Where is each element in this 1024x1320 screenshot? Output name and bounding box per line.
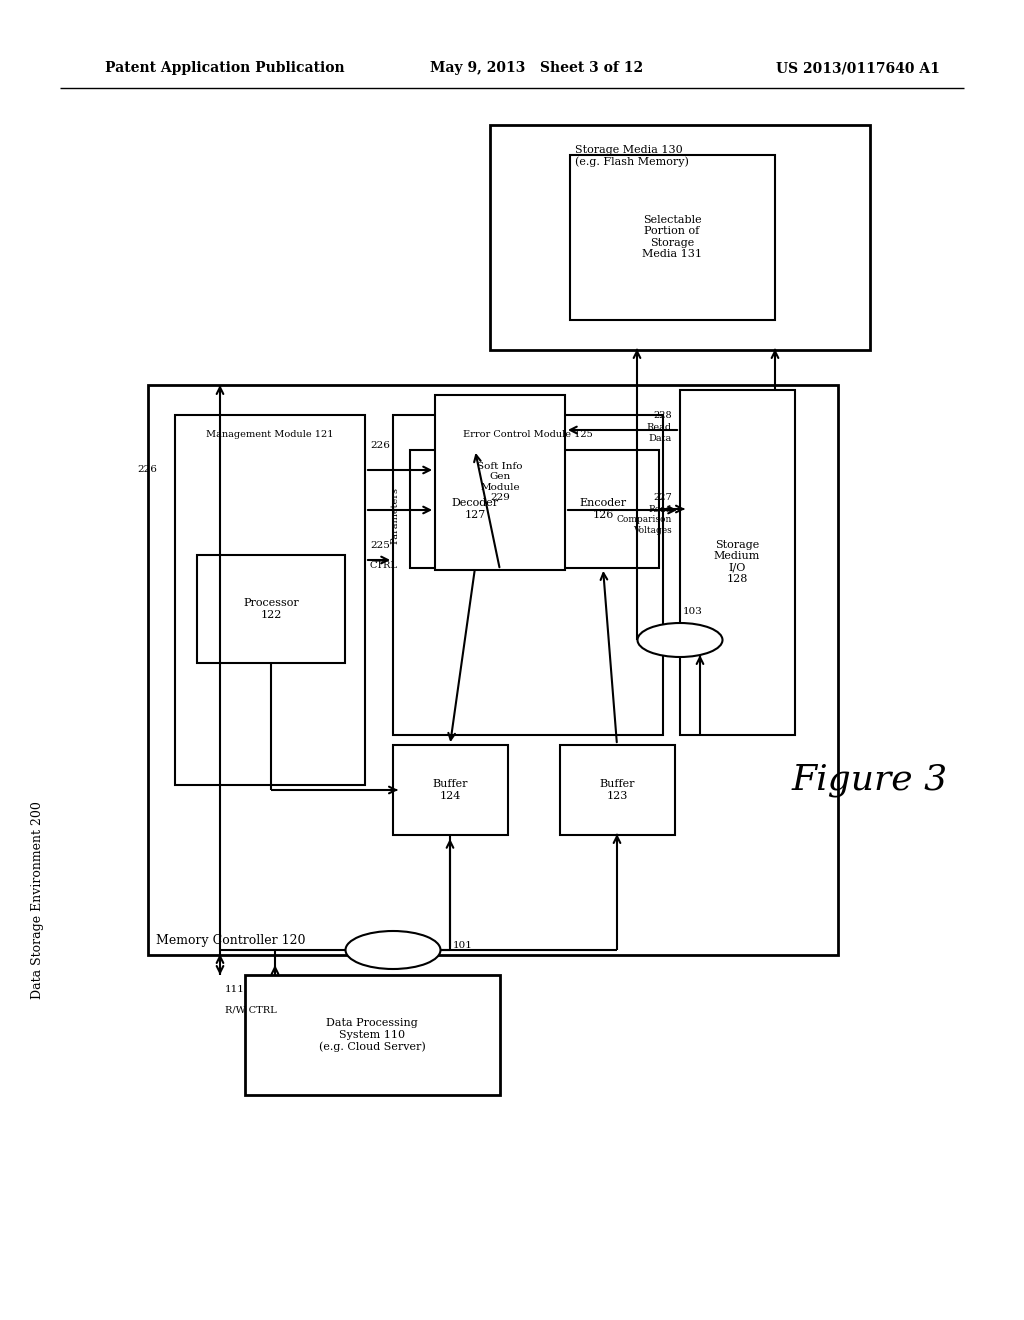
Text: May 9, 2013   Sheet 3 of 12: May 9, 2013 Sheet 3 of 12: [430, 61, 643, 75]
Ellipse shape: [345, 931, 440, 969]
Bar: [435, 395, 565, 570]
Bar: [393, 744, 508, 836]
Bar: [547, 450, 659, 568]
Text: Encoder
126: Encoder 126: [580, 498, 627, 520]
Text: Figure 3: Figure 3: [792, 763, 948, 797]
Text: Read
Comparison
Voltages: Read Comparison Voltages: [616, 506, 672, 535]
Ellipse shape: [638, 623, 723, 657]
Text: Management Module 121: Management Module 121: [206, 430, 334, 440]
Text: 101: 101: [453, 940, 473, 949]
Text: Read
Data: Read Data: [647, 424, 672, 442]
Text: 226: 226: [370, 441, 390, 450]
Bar: [393, 414, 663, 735]
Text: Data Processing
System 110
(e.g. Cloud Server): Data Processing System 110 (e.g. Cloud S…: [318, 1018, 425, 1052]
Text: 226: 226: [137, 466, 157, 474]
Bar: [245, 975, 500, 1096]
Text: 225: 225: [370, 540, 390, 549]
Text: Patent Application Publication: Patent Application Publication: [105, 61, 345, 75]
Bar: [490, 125, 870, 350]
Bar: [148, 385, 838, 954]
Bar: [570, 154, 775, 319]
Text: CTRL: CTRL: [370, 561, 398, 569]
Bar: [680, 389, 795, 735]
Text: Decoder
127: Decoder 127: [452, 498, 499, 520]
Bar: [410, 450, 540, 568]
Text: R/W CTRL: R/W CTRL: [225, 1006, 276, 1015]
Bar: [560, 744, 675, 836]
Text: Parameters: Parameters: [390, 487, 399, 544]
Text: US 2013/0117640 A1: US 2013/0117640 A1: [776, 61, 940, 75]
Text: Error Control Module 125: Error Control Module 125: [463, 430, 593, 440]
Text: Buffer
124: Buffer 124: [432, 779, 468, 801]
Text: Storage
Medium
I/O
128: Storage Medium I/O 128: [714, 540, 760, 585]
Text: Selectable
Portion of
Storage
Media 131: Selectable Portion of Storage Media 131: [642, 215, 702, 260]
Bar: [175, 414, 365, 785]
Text: Storage Media 130
(e.g. Flash Memory): Storage Media 130 (e.g. Flash Memory): [575, 145, 689, 168]
Text: 103: 103: [683, 607, 702, 616]
Text: Data Storage Environment 200: Data Storage Environment 200: [32, 801, 44, 999]
Text: Soft Info
Gen
Module
229: Soft Info Gen Module 229: [477, 462, 522, 502]
Text: Memory Controller 120: Memory Controller 120: [156, 935, 305, 946]
Bar: [197, 554, 345, 663]
Text: 228: 228: [653, 411, 672, 420]
Text: 227: 227: [653, 492, 672, 502]
Text: 111: 111: [225, 986, 245, 994]
Text: Buffer
123: Buffer 123: [599, 779, 635, 801]
Text: Processor
122: Processor 122: [243, 598, 299, 620]
